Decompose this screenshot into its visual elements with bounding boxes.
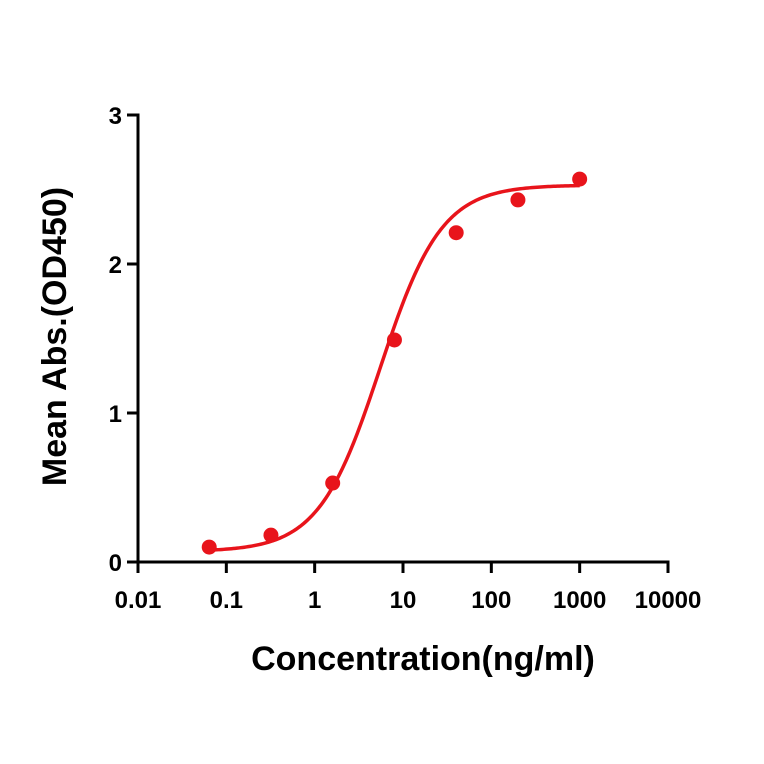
fit-curve: [209, 183, 580, 552]
x-tick-label: 1000: [553, 587, 606, 614]
data-point: [386, 332, 402, 348]
axes: [136, 113, 670, 564]
y-tick-label: 1: [109, 401, 122, 428]
x-axis-ticks: 0.01 0.1 1 10 100 1000 10000: [115, 562, 702, 614]
data-point: [325, 475, 341, 491]
y-tick-label: 3: [109, 103, 122, 130]
x-tick-label: 100: [471, 587, 511, 614]
y-axis-title: Mean Abs.(OD450): [36, 187, 74, 486]
x-tick-label: 10: [390, 587, 417, 614]
y-axis-ticks: 0 1 2 3: [109, 103, 138, 577]
y-tick-label: 0: [109, 550, 122, 577]
data-point: [572, 171, 588, 187]
data-point: [510, 192, 526, 208]
data-points: [201, 171, 588, 555]
x-tick-label: 10000: [635, 587, 702, 614]
x-tick-label: 0.1: [210, 587, 243, 614]
x-tick-label: 1: [308, 587, 321, 614]
x-axis-title: Concentration(ng/ml): [251, 640, 595, 678]
data-point: [201, 539, 217, 555]
x-tick-label: 0.01: [115, 587, 162, 614]
y-tick-label: 2: [109, 252, 122, 279]
data-point: [448, 225, 464, 241]
data-point: [263, 527, 279, 543]
